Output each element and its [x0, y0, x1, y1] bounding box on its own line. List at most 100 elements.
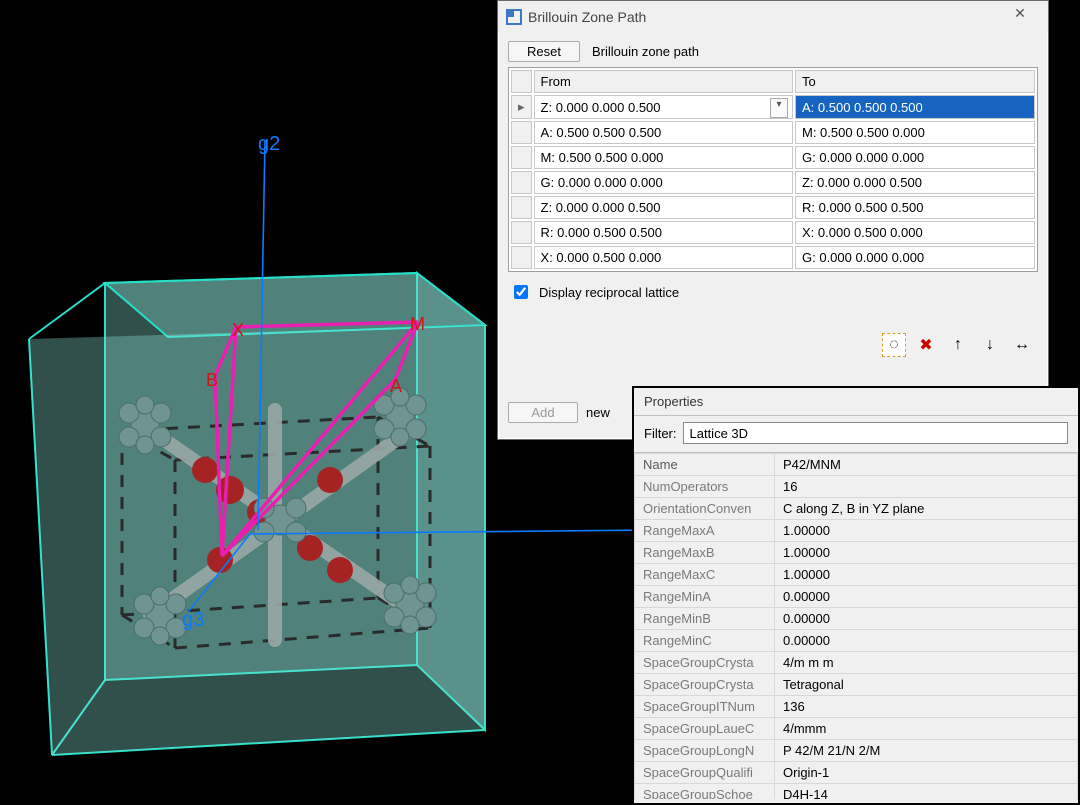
property-value[interactable]: 1.00000: [775, 520, 1078, 542]
to-cell[interactable]: A: 0.500 0.500 0.500: [795, 95, 1035, 119]
property-row[interactable]: RangeMinB0.00000: [635, 608, 1078, 630]
row-gutter[interactable]: [511, 196, 532, 219]
gutter-header: [511, 70, 532, 93]
row-toolbar: ◌ ✖ ↑ ↓ ↔: [882, 333, 1034, 357]
property-row[interactable]: SpaceGroupCrysta4/m m m: [635, 652, 1078, 674]
property-name: RangeMinB: [635, 608, 775, 630]
table-row[interactable]: R: 0.000 0.500 0.500X: 0.000 0.500 0.000: [511, 221, 1035, 244]
select-icon[interactable]: ◌: [882, 333, 906, 357]
close-icon[interactable]: ✕: [1000, 5, 1040, 29]
table-row[interactable]: A: 0.500 0.500 0.500M: 0.500 0.500 0.000: [511, 121, 1035, 144]
new-label: new: [586, 405, 610, 420]
property-row[interactable]: RangeMinA0.00000: [635, 586, 1078, 608]
move-up-icon[interactable]: ↑: [946, 333, 970, 357]
row-gutter[interactable]: [511, 221, 532, 244]
property-value[interactable]: D4H-14: [775, 784, 1078, 800]
row-gutter[interactable]: [511, 246, 532, 269]
bz-label-M: M: [410, 314, 425, 334]
filter-input[interactable]: [683, 422, 1069, 444]
row-gutter[interactable]: [511, 121, 532, 144]
to-cell[interactable]: G: 0.000 0.000 0.000: [795, 246, 1035, 269]
property-value[interactable]: Origin-1: [775, 762, 1078, 784]
from-cell[interactable]: Z: 0.000 0.000 0.500: [534, 196, 793, 219]
property-row[interactable]: SpaceGroupLaueC4/mmm: [635, 718, 1078, 740]
from-cell[interactable]: R: 0.000 0.500 0.500: [534, 221, 793, 244]
add-button[interactable]: Add: [508, 402, 578, 423]
dialog-titlebar[interactable]: Brillouin Zone Path ✕: [498, 1, 1048, 33]
from-cell[interactable]: X: 0.000 0.500 0.000: [534, 246, 793, 269]
property-row[interactable]: RangeMaxB1.00000: [635, 542, 1078, 564]
from-cell[interactable]: G: 0.000 0.000 0.000: [534, 171, 793, 194]
to-cell[interactable]: X: 0.000 0.500 0.000: [795, 221, 1035, 244]
property-value[interactable]: 4/m m m: [775, 652, 1078, 674]
axis-label-g2: g2: [258, 133, 280, 155]
property-value[interactable]: 0.00000: [775, 586, 1078, 608]
property-row[interactable]: RangeMinC0.00000: [635, 630, 1078, 652]
properties-grid[interactable]: NameP42/MNMNumOperators16OrientationConv…: [634, 453, 1078, 799]
property-row[interactable]: NameP42/MNM: [635, 454, 1078, 476]
property-name: SpaceGroupSchoe: [635, 784, 775, 800]
property-row[interactable]: SpaceGroupQualifiOrigin-1: [635, 762, 1078, 784]
col-from[interactable]: From: [534, 70, 793, 93]
row-gutter[interactable]: [511, 146, 532, 169]
bz-label-A: A: [390, 376, 402, 396]
table-row[interactable]: G: 0.000 0.000 0.000Z: 0.000 0.000 0.500: [511, 171, 1035, 194]
delete-icon[interactable]: ✖: [914, 333, 938, 357]
property-name: SpaceGroupQualifi: [635, 762, 775, 784]
property-name: RangeMinA: [635, 586, 775, 608]
property-row[interactable]: SpaceGroupLongNP 42/M 21/N 2/M: [635, 740, 1078, 762]
property-value[interactable]: 1.00000: [775, 564, 1078, 586]
table-row[interactable]: Z: 0.000 0.000 0.500R: 0.000 0.500 0.500: [511, 196, 1035, 219]
display-reciprocal-checkbox[interactable]: [514, 285, 528, 299]
property-value[interactable]: 1.00000: [775, 542, 1078, 564]
reset-button[interactable]: Reset: [508, 41, 580, 62]
to-cell[interactable]: G: 0.000 0.000 0.000: [795, 146, 1035, 169]
property-value[interactable]: P 42/M 21/N 2/M: [775, 740, 1078, 762]
dialog-title: Brillouin Zone Path: [528, 9, 1000, 25]
property-row[interactable]: RangeMaxC1.00000: [635, 564, 1078, 586]
bz-label-B: B: [206, 370, 218, 390]
table-row[interactable]: ▸Z: 0.000 0.000 0.500A: 0.500 0.500 0.50…: [511, 95, 1035, 119]
property-value[interactable]: 16: [775, 476, 1078, 498]
from-cell[interactable]: Z: 0.000 0.000 0.500: [534, 95, 793, 119]
property-row[interactable]: SpaceGroupITNum136: [635, 696, 1078, 718]
filter-label: Filter:: [644, 426, 677, 441]
property-name: OrientationConven: [635, 498, 775, 520]
property-name: SpaceGroupLongN: [635, 740, 775, 762]
property-value[interactable]: P42/MNM: [775, 454, 1078, 476]
app-icon: [506, 9, 522, 25]
property-name: SpaceGroupLaueC: [635, 718, 775, 740]
property-row[interactable]: OrientationConvenC along Z, B in YZ plan…: [635, 498, 1078, 520]
property-row[interactable]: NumOperators16: [635, 476, 1078, 498]
path-table[interactable]: From To ▸Z: 0.000 0.000 0.500A: 0.500 0.…: [508, 67, 1038, 272]
table-row[interactable]: X: 0.000 0.500 0.000G: 0.000 0.000 0.000: [511, 246, 1035, 269]
bz-label-X: X: [232, 320, 244, 340]
from-cell[interactable]: M: 0.500 0.500 0.000: [534, 146, 793, 169]
from-cell[interactable]: A: 0.500 0.500 0.500: [534, 121, 793, 144]
to-cell[interactable]: Z: 0.000 0.000 0.500: [795, 171, 1035, 194]
property-name: SpaceGroupITNum: [635, 696, 775, 718]
property-row[interactable]: RangeMaxA1.00000: [635, 520, 1078, 542]
property-value[interactable]: 4/mmm: [775, 718, 1078, 740]
property-name: Name: [635, 454, 775, 476]
row-gutter[interactable]: ▸: [511, 95, 532, 119]
display-reciprocal-label[interactable]: Display reciprocal lattice: [539, 285, 679, 300]
row-gutter[interactable]: [511, 171, 532, 194]
col-to[interactable]: To: [795, 70, 1035, 93]
property-value[interactable]: C along Z, B in YZ plane: [775, 498, 1078, 520]
property-value[interactable]: 0.00000: [775, 608, 1078, 630]
to-cell[interactable]: M: 0.500 0.500 0.000: [795, 121, 1035, 144]
move-across-icon[interactable]: ↔: [1010, 333, 1034, 357]
to-cell[interactable]: R: 0.000 0.500 0.500: [795, 196, 1035, 219]
property-value[interactable]: 0.00000: [775, 630, 1078, 652]
move-down-icon[interactable]: ↓: [978, 333, 1002, 357]
property-name: RangeMaxB: [635, 542, 775, 564]
table-row[interactable]: M: 0.500 0.500 0.000G: 0.000 0.000 0.000: [511, 146, 1035, 169]
property-row[interactable]: SpaceGroupCrystaTetragonal: [635, 674, 1078, 696]
property-value[interactable]: Tetragonal: [775, 674, 1078, 696]
property-row[interactable]: SpaceGroupSchoeD4H-14: [635, 784, 1078, 800]
property-name: SpaceGroupCrysta: [635, 652, 775, 674]
properties-panel: Properties Filter: NameP42/MNMNumOperato…: [632, 386, 1080, 805]
property-name: RangeMaxC: [635, 564, 775, 586]
property-value[interactable]: 136: [775, 696, 1078, 718]
